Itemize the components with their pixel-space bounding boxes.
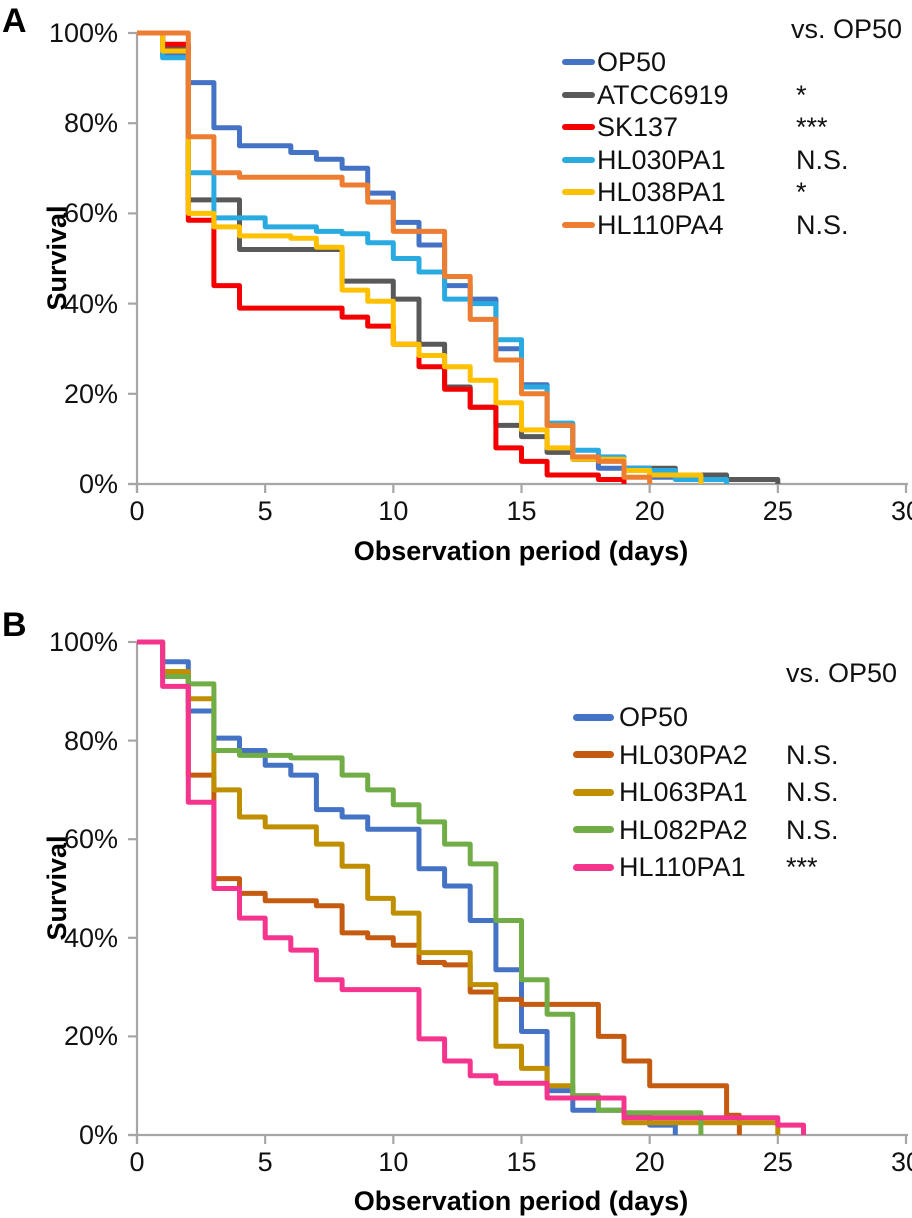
panel-b-legend-swatch-hl110pa1 — [573, 863, 614, 871]
panel-b-significance-hl063pa1: N.S. — [786, 777, 839, 807]
panel-b-label: B — [2, 606, 27, 644]
panel-a-y-tick-label: 40% — [63, 288, 118, 319]
panel-b-x-tick-label: 10 — [378, 1147, 409, 1177]
panel-a-y-axis-title: Survival — [42, 205, 72, 311]
panel-a-y-tick-label: 100% — [48, 18, 118, 48]
panel-a-curve-hl110pa4 — [137, 30, 653, 484]
panel-a-legend-label-op50: OP50 — [597, 47, 667, 77]
panel-b-legend-label-hl110pa1: HL110PA1 — [619, 852, 746, 882]
panel-a-legend-label-sk137: SK137 — [597, 112, 679, 142]
panel-b-x-tick-label: 0 — [129, 1147, 145, 1177]
panel-a-significance-atcc6919: * — [796, 79, 807, 110]
panel-b-curve-hl063pa1 — [137, 639, 781, 1135]
panel-a-legend-swatch-hl110pa4 — [562, 221, 595, 228]
panel-a-legend-label-hl030pa1: HL030PA1 — [597, 144, 726, 175]
panel-a-label: A — [2, 2, 27, 40]
panel-b-x-tick-label: 20 — [634, 1147, 665, 1177]
panel-b-y-tick-label: 0% — [78, 1120, 118, 1150]
panel-b-x-tick-label: 30 — [890, 1147, 912, 1177]
panel-a-legend-label-hl110pa4: HL110PA4 — [597, 209, 724, 240]
panel-b-significance-hl082pa2: N.S. — [786, 814, 839, 845]
panel-a-legend-swatch-sk137 — [562, 124, 595, 130]
panel-a-x-tick-label: 15 — [506, 496, 537, 526]
panel-a-y-tick-label: 60% — [63, 198, 118, 229]
panel-b-significance-hl110pa1: *** — [786, 852, 818, 882]
panel-b-legend-swatch-hl063pa1 — [573, 788, 614, 796]
panel-b-y-axis-title: Survival — [42, 835, 72, 941]
panel-b-legend-label-hl030pa2: HL030PA2 — [619, 739, 748, 770]
panel-b-legend-swatch-hl082pa2 — [573, 826, 614, 833]
panel-a-legend-header: vs. OP50 — [791, 14, 903, 44]
panel-a-legend-label-hl038pa1: HL038PA1 — [597, 177, 726, 207]
panel-b-legend-label-op50: OP50 — [619, 702, 689, 732]
panel-a-y-tick-label: 20% — [63, 378, 118, 409]
panel-a-x-tick-label: 30 — [890, 496, 912, 526]
panel-b-y-tick-label: 20% — [63, 1021, 118, 1052]
panel-b-y-tick-label: 100% — [48, 627, 118, 657]
panel-b-x-tick-label: 5 — [257, 1147, 273, 1177]
panel-a-x-tick-label: 20 — [634, 496, 665, 526]
panel-b-curve-hl110pa1 — [137, 639, 806, 1135]
panel-b-y-tick-label: 40% — [63, 922, 118, 953]
panel-a-y-tick-label: 80% — [63, 108, 118, 139]
panel-a-x-tick-label: 0 — [129, 496, 145, 526]
panel-b-x-tick-label: 15 — [506, 1147, 537, 1177]
panel-a-x-tick-label: 5 — [257, 496, 273, 526]
panel-a-legend-swatch-hl038pa1 — [562, 189, 595, 195]
panel-a-legend-label-atcc6919: ATCC6919 — [597, 79, 729, 110]
panel-b-legend-label-hl082pa2: HL082PA2 — [619, 814, 748, 845]
panel-a-legend-swatch-hl030pa1 — [562, 156, 595, 163]
panel-a-y-tick-label: 0% — [78, 469, 118, 499]
panel-a-curve-sk137 — [137, 30, 627, 484]
panel-a-legend-swatch-op50 — [562, 59, 595, 65]
panel-a-x-tick-label: 25 — [762, 496, 793, 526]
panel-a-significance-sk137: *** — [796, 112, 828, 142]
panel-b-curve-op50 — [137, 639, 678, 1135]
panel-b-significance-hl030pa2: N.S. — [786, 739, 839, 770]
panel-a-significance-hl110pa4: N.S. — [796, 209, 849, 240]
panel-b-x-axis-title: Observation period (days) — [353, 1186, 689, 1216]
panel-b-legend-swatch-op50 — [573, 713, 614, 721]
panel-a-significance-hl030pa1: N.S. — [796, 144, 849, 175]
panel-a-x-axis-title: Observation period (days) — [353, 536, 689, 566]
panel-b-legend-swatch-hl030pa2 — [573, 751, 614, 758]
panel-a-x-tick-label: 10 — [378, 496, 409, 526]
panel-b-legend-label-hl063pa1: HL063PA1 — [619, 777, 748, 807]
panel-b-y-tick-label: 80% — [63, 725, 118, 756]
panel-a-legend-swatch-atcc6919 — [562, 91, 595, 98]
panel-b-x-tick-label: 25 — [762, 1147, 793, 1177]
panel-a-significance-hl038pa1: * — [796, 177, 807, 207]
panel-b-y-tick-label: 60% — [63, 824, 118, 855]
panel-b-legend-header: vs. OP50 — [786, 658, 898, 688]
